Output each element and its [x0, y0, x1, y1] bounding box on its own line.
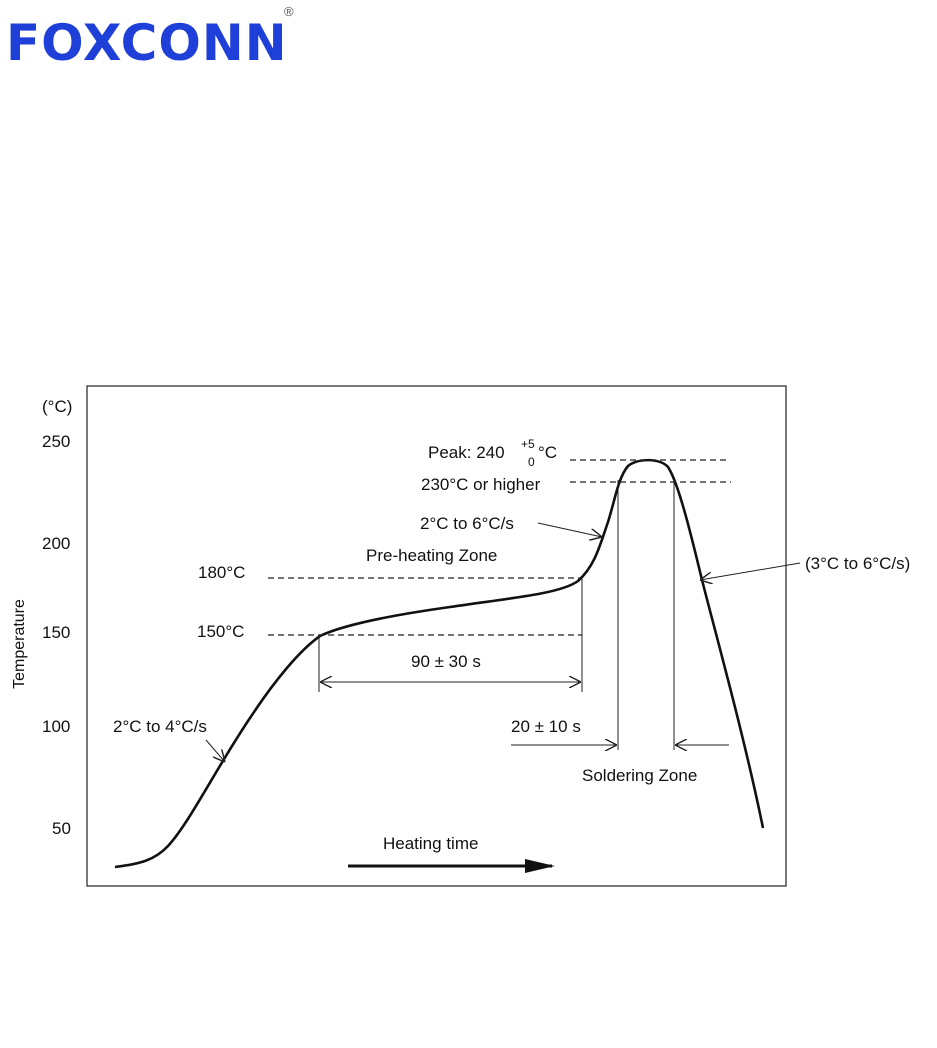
y-axis-title: Temperature — [11, 599, 28, 689]
logo: FOXCONN — [6, 14, 288, 72]
leader-cool-down — [700, 562, 801, 580]
frame — [86, 385, 787, 887]
peak-label: Peak: 240 — [428, 443, 505, 462]
label-solder-time: 20 ± 10 s — [511, 717, 581, 736]
y-label: 50 — [52, 819, 71, 838]
peak-unit: °C — [538, 443, 557, 462]
y-label: 200 — [42, 534, 70, 553]
label-230: 230°C or higher — [421, 475, 541, 494]
label-ramp-up: 2°C to 6°C/s — [420, 514, 514, 533]
label-cool-down: (3°C to 6°C/s) — [805, 554, 910, 573]
logo-mark: ® — [284, 4, 294, 19]
label-150: 150°C — [197, 622, 244, 641]
leader-initial-ramp — [205, 739, 225, 762]
label-solder-zone: Soldering Zone — [582, 766, 697, 785]
label-preheat-time: 90 ± 30 s — [411, 652, 481, 671]
leader-ramp-up — [537, 522, 602, 537]
label-preheat-zone: Pre-heating Zone — [366, 546, 497, 565]
profile-curve — [114, 458, 765, 869]
label-180: 180°C — [198, 563, 245, 582]
y-label: 250 — [42, 432, 70, 451]
unit-label: (°C) — [42, 397, 72, 416]
peak-upper: +5 — [521, 437, 535, 451]
label-initial-ramp: 2°C to 4°C/s — [113, 717, 207, 736]
peak-lower: 0 — [528, 455, 535, 469]
y-label: 100 — [42, 717, 70, 736]
label-heating-time: Heating time — [383, 834, 478, 853]
y-label: 150 — [42, 623, 70, 642]
